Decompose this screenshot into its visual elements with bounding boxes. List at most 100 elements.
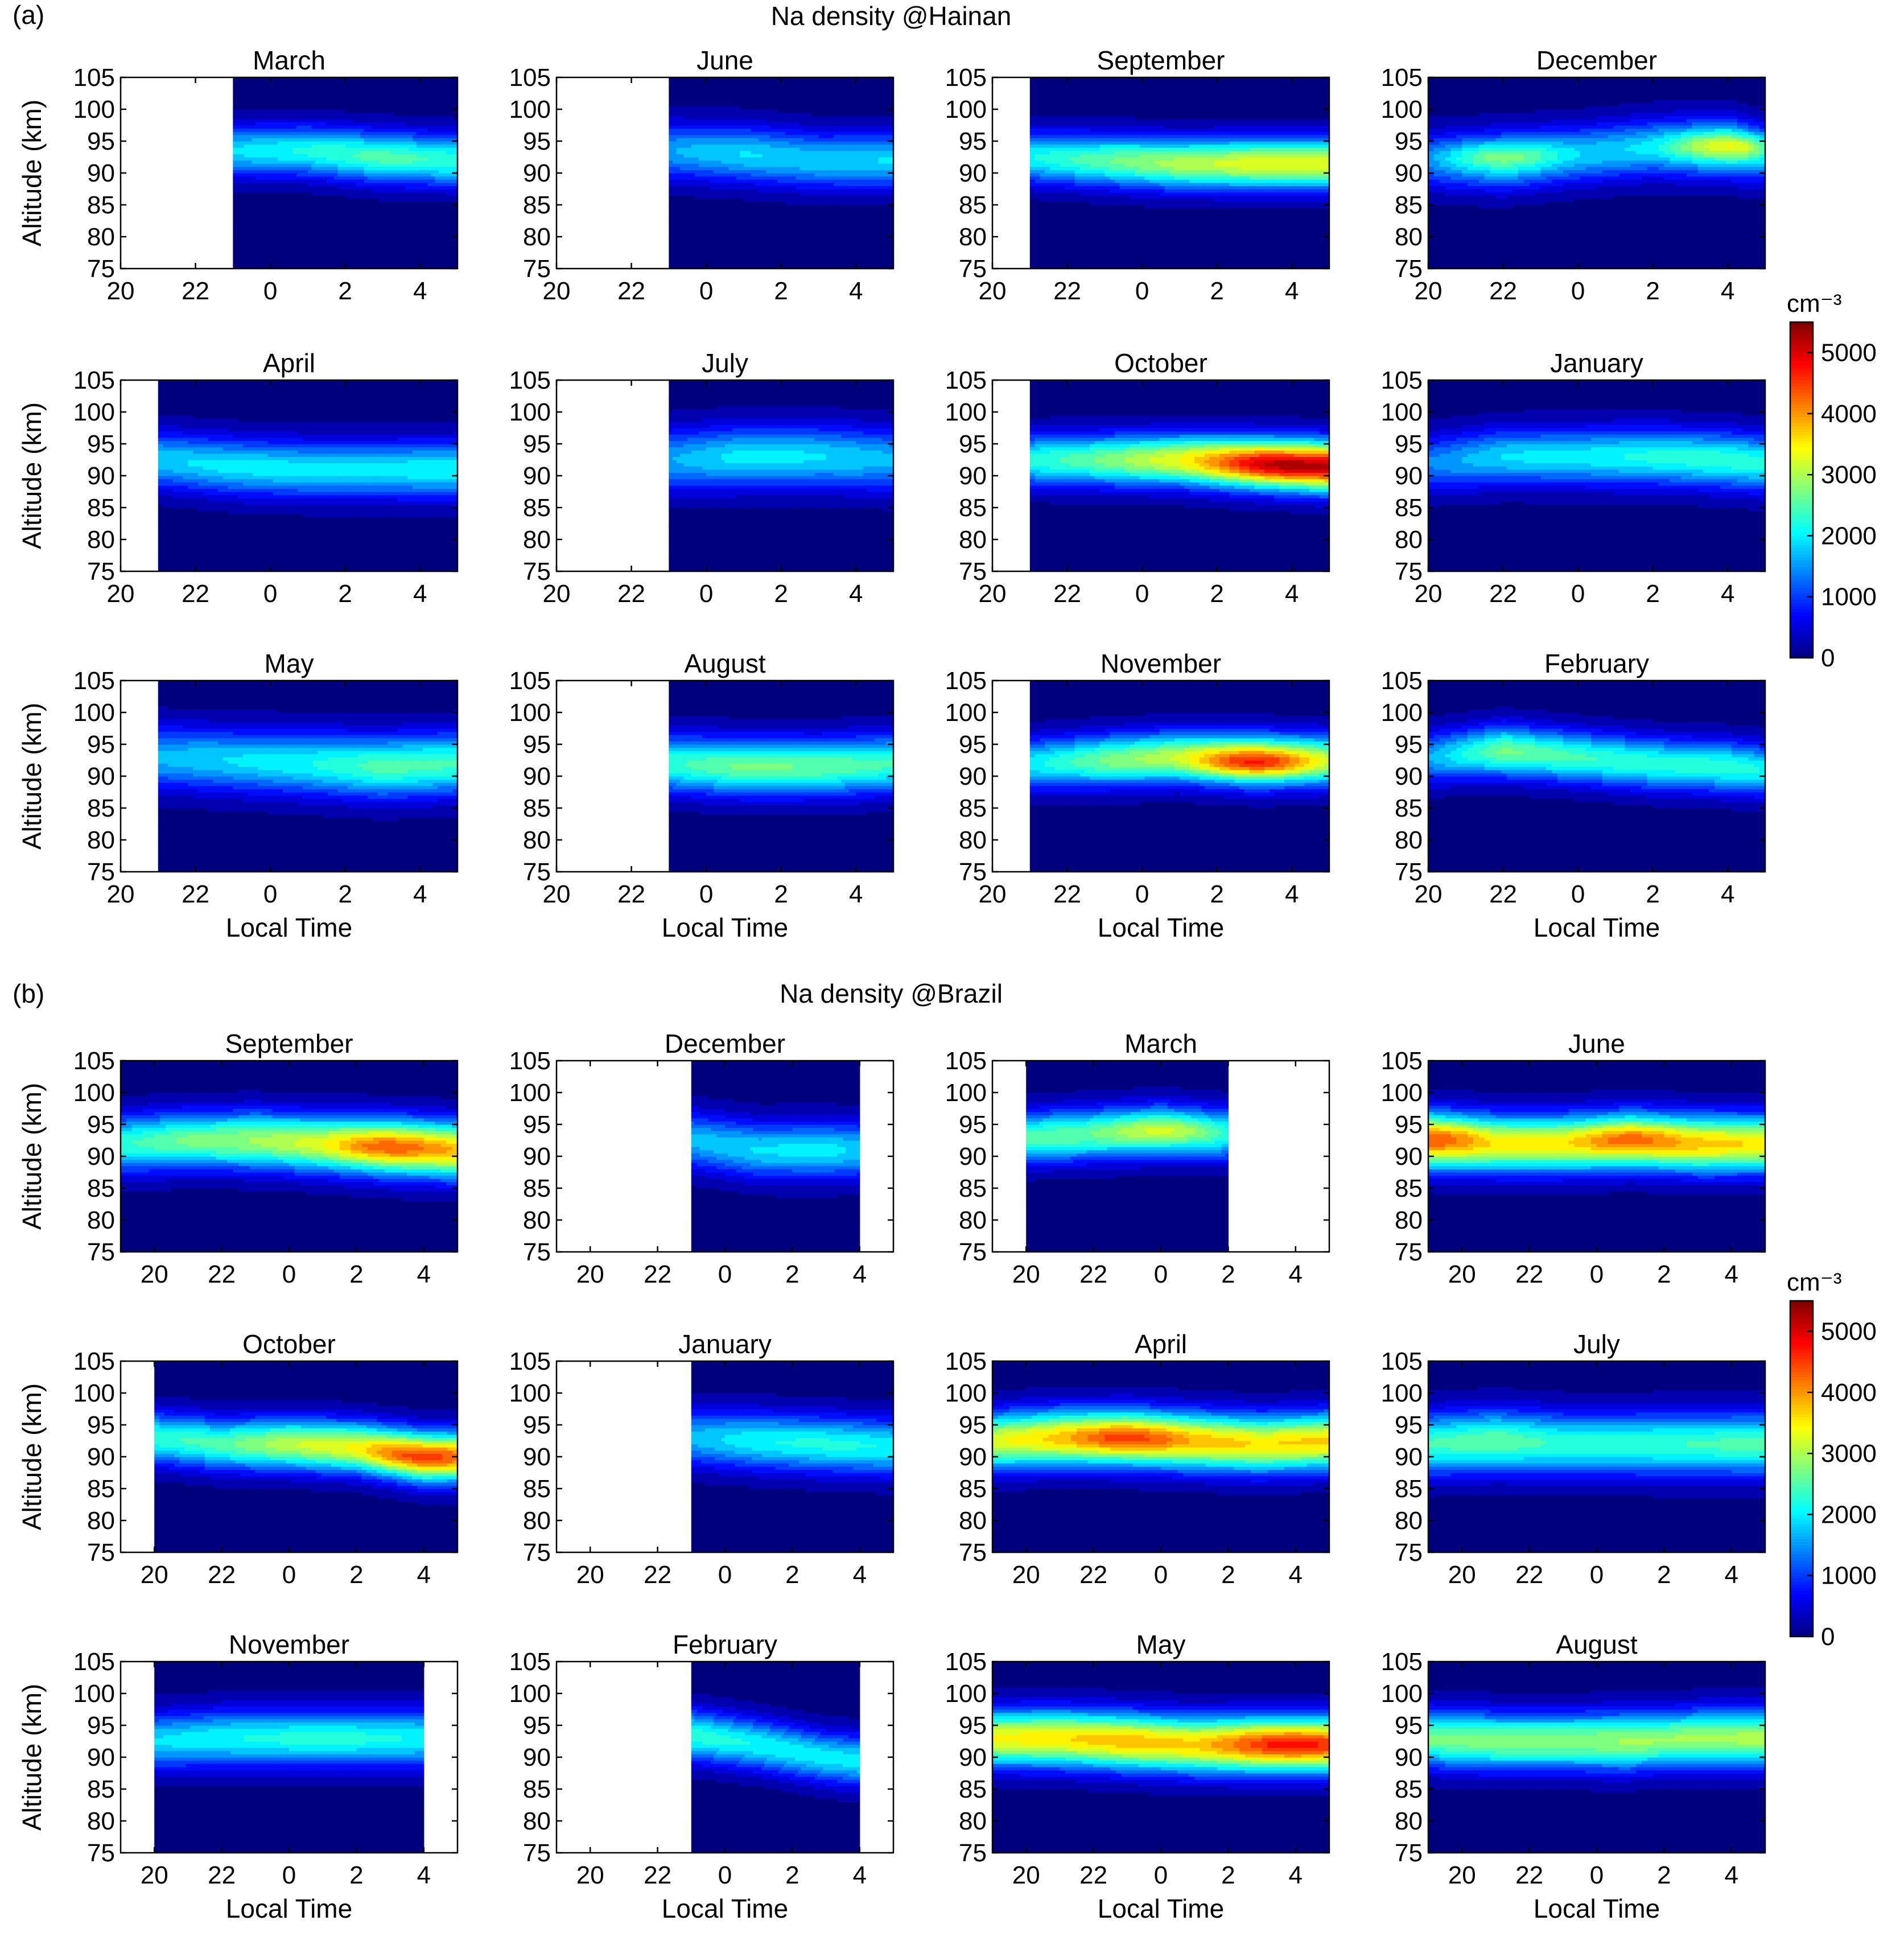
density-cell bbox=[330, 87, 334, 90]
density-cell bbox=[390, 243, 394, 246]
density-cell bbox=[248, 167, 252, 170]
density-cell bbox=[323, 170, 327, 173]
density-cell bbox=[259, 151, 263, 154]
density-cell bbox=[427, 119, 431, 122]
density-cell bbox=[431, 81, 435, 84]
density-cell bbox=[311, 192, 315, 196]
density-cell bbox=[353, 103, 357, 106]
density-cell bbox=[439, 135, 443, 138]
density-cell bbox=[282, 217, 286, 221]
density-cell bbox=[278, 205, 282, 208]
density-cell bbox=[296, 81, 300, 84]
density-cell bbox=[424, 192, 428, 196]
density-cell bbox=[413, 224, 417, 228]
density-cell bbox=[435, 256, 439, 259]
density-cell bbox=[435, 176, 439, 180]
density-cell bbox=[293, 170, 297, 173]
density-cell bbox=[267, 170, 271, 173]
density-cell bbox=[401, 183, 405, 186]
density-cell bbox=[368, 138, 372, 141]
density-cell bbox=[338, 93, 342, 97]
density-cell bbox=[368, 119, 372, 122]
density-cell bbox=[237, 125, 241, 129]
density-cell bbox=[364, 147, 368, 151]
density-cell bbox=[409, 208, 413, 212]
density-cell bbox=[360, 249, 364, 253]
density-cell bbox=[368, 122, 372, 125]
density-cell bbox=[424, 249, 428, 253]
density-cell bbox=[401, 81, 405, 84]
density-cell bbox=[356, 160, 360, 164]
density-cell bbox=[323, 113, 327, 116]
density-cell bbox=[293, 119, 297, 122]
density-cell bbox=[330, 122, 334, 125]
density-cell bbox=[353, 230, 357, 234]
density-cell bbox=[267, 215, 271, 218]
density-cell bbox=[375, 103, 379, 106]
density-cell bbox=[345, 157, 349, 160]
density-cell bbox=[259, 170, 263, 173]
density-cell bbox=[311, 163, 315, 167]
density-cell bbox=[353, 176, 357, 180]
density-cell bbox=[424, 135, 428, 138]
density-cell bbox=[233, 256, 237, 259]
density-cell bbox=[379, 211, 383, 215]
density-cell bbox=[330, 195, 334, 199]
density-cell bbox=[341, 100, 345, 103]
density-cell bbox=[296, 93, 300, 97]
density-cell bbox=[308, 195, 312, 199]
density-cell bbox=[274, 224, 278, 228]
density-cell bbox=[267, 84, 271, 87]
density-cell bbox=[338, 160, 342, 164]
density-cell bbox=[282, 205, 286, 208]
density-cell bbox=[255, 160, 259, 164]
density-cell bbox=[259, 81, 263, 84]
density-cell bbox=[379, 262, 383, 266]
density-cell bbox=[296, 160, 300, 164]
density-cell bbox=[244, 253, 248, 256]
density-cell bbox=[364, 227, 368, 230]
density-cell bbox=[338, 179, 342, 183]
density-cell bbox=[386, 211, 390, 215]
density-cell bbox=[375, 208, 379, 212]
density-cell bbox=[345, 135, 349, 138]
density-cell bbox=[240, 233, 244, 237]
density-cell bbox=[237, 240, 241, 244]
density-cell bbox=[296, 183, 300, 186]
density-cell bbox=[240, 237, 244, 240]
density-cell bbox=[259, 129, 263, 132]
density-cell bbox=[356, 230, 360, 234]
density-cell bbox=[327, 93, 331, 97]
density-cell bbox=[315, 189, 319, 192]
density-cell bbox=[308, 224, 312, 228]
density-cell bbox=[413, 160, 417, 164]
density-cell bbox=[319, 230, 323, 234]
density-cell bbox=[278, 93, 282, 97]
density-cell bbox=[278, 253, 282, 256]
density-cell bbox=[311, 81, 315, 84]
density-cell bbox=[300, 103, 304, 106]
density-cell bbox=[413, 183, 417, 186]
density-cell bbox=[398, 211, 402, 215]
density-cell bbox=[300, 129, 304, 132]
density-cell bbox=[300, 186, 304, 189]
density-cell bbox=[240, 249, 244, 253]
density-cell bbox=[390, 87, 394, 90]
density-cell bbox=[360, 84, 364, 87]
density-cell bbox=[311, 201, 315, 205]
density-cell bbox=[293, 87, 297, 90]
density-cell bbox=[443, 256, 447, 259]
density-cell bbox=[439, 189, 443, 192]
density-cell bbox=[259, 113, 263, 116]
density-cell bbox=[285, 227, 289, 230]
density-cell bbox=[356, 201, 360, 205]
density-cell bbox=[341, 201, 345, 205]
density-cell bbox=[259, 221, 263, 224]
density-cell bbox=[315, 256, 319, 259]
density-cell bbox=[360, 160, 364, 164]
density-cell bbox=[319, 208, 323, 212]
density-cell bbox=[327, 179, 331, 183]
density-cell bbox=[233, 167, 237, 170]
density-cell bbox=[330, 233, 334, 237]
density-cell bbox=[237, 81, 241, 84]
